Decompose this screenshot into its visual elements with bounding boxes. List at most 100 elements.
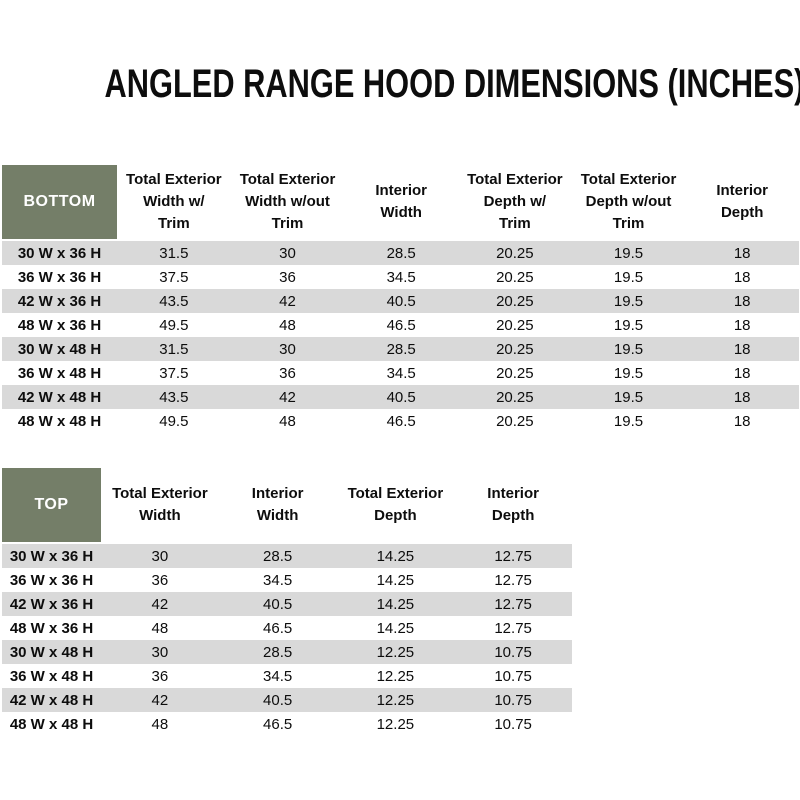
table-row: 48 W x 48 H 48 46.5 12.25 10.75 [2, 712, 572, 736]
dimension-value: 19.5 [613, 268, 644, 286]
row-size-label: 36 W x 36 H [9, 571, 94, 589]
dimension-value: 49.5 [159, 412, 189, 430]
row-size-label: 36 W x 36 H [17, 268, 102, 286]
dimension-value: 42 [279, 292, 296, 310]
dimension-value: 31.5 [159, 340, 189, 358]
dimension-value: 12.75 [494, 571, 532, 589]
dimension-value: 43.5 [159, 292, 189, 310]
row-size-label: 48 W x 36 H [17, 316, 102, 334]
row-size-label: 30 W x 36 H [17, 244, 102, 262]
dimension-value: 18 [733, 340, 751, 358]
dimension-value: 37.5 [159, 364, 189, 382]
column-header-interior-depth: Interior Depth [716, 182, 769, 221]
bottom-table-body: 30 W x 36 H 31.5 30 28.5 20.25 19.5 18 36 W x 3… [2, 241, 799, 433]
table-row: 48 W x 36 H 48 46.5 14.25 12.75 [2, 616, 572, 640]
dimension-value: 20.25 [496, 388, 534, 406]
row-size-label: 42 W x 36 H [9, 595, 94, 613]
top-dimensions-table: TOP Total Exterior Width Interior Width … [2, 468, 572, 736]
row-size-label: 30 W x 48 H [17, 340, 102, 358]
dimension-value: 20.25 [496, 292, 534, 310]
table-row: 30 W x 36 H 31.5 30 28.5 20.25 19.5 18 [2, 241, 799, 265]
column-header-total-exterior-depth-wout-trim: Total Exterior Depth w/out Trim [580, 171, 677, 232]
row-size-label: 30 W x 48 H [9, 643, 94, 661]
column-header-interior-depth: Interior Depth [487, 485, 539, 524]
table-row: 36 W x 36 H 36 34.5 14.25 12.75 [2, 568, 572, 592]
dimension-value: 34.5 [263, 667, 293, 685]
dimension-value: 12.75 [494, 547, 532, 565]
dimension-value: 20.25 [496, 340, 534, 358]
dimension-value: 12.25 [376, 667, 415, 685]
column-header-total-exterior-width-wout-trim: Total Exterior Width w/out Trim [239, 171, 336, 232]
table-row: 42 W x 36 H 42 40.5 14.25 12.75 [2, 592, 572, 616]
column-header-total-exterior-width: Total Exterior Width [112, 485, 208, 524]
dimension-value: 36 [151, 667, 169, 685]
dimension-value: 30 [279, 340, 296, 358]
dimension-value: 20.25 [496, 412, 534, 430]
dimension-value: 48 [151, 715, 169, 733]
dimension-value: 46.5 [386, 412, 416, 430]
page-title: ANGLED RANGE HOOD DIMENSIONS (INCHES) [104, 62, 800, 106]
dimension-value: 18 [733, 388, 751, 406]
dimension-value: 12.75 [494, 595, 532, 613]
table-row: 42 W x 48 H 42 40.5 12.25 10.75 [2, 688, 572, 712]
dimension-value: 31.5 [159, 244, 189, 262]
dimension-value: 20.25 [496, 268, 534, 286]
dimension-value: 48 [151, 619, 169, 637]
column-header-total-exterior-width-w-trim: Total Exterior Width w/ Trim [126, 171, 222, 232]
dimension-value: 20.25 [496, 316, 534, 334]
row-size-label: 48 W x 48 H [17, 412, 102, 430]
dimension-value: 14.25 [376, 619, 415, 637]
row-size-label: 48 W x 36 H [9, 619, 94, 637]
dimension-value: 18 [733, 244, 751, 262]
dimension-value: 18 [733, 316, 751, 334]
dimension-value: 40.5 [263, 595, 293, 613]
dimension-value: 12.25 [376, 715, 415, 733]
dimension-value: 48 [279, 316, 296, 334]
dimension-value: 14.25 [376, 547, 415, 565]
dimension-value: 20.25 [496, 244, 534, 262]
dimension-value: 19.5 [613, 388, 644, 406]
column-header-interior-width: Interior Width [251, 485, 304, 524]
bottom-dimensions-table: BOTTOM Total Exterior Width w/ Trim Tota… [2, 165, 799, 433]
bottom-table-header-row: BOTTOM Total Exterior Width w/ Trim Tota… [2, 165, 799, 239]
row-size-label: 30 W x 36 H [9, 547, 94, 565]
dimension-value: 46.5 [386, 316, 416, 334]
table-row: 42 W x 36 H 43.5 42 40.5 20.25 19.5 18 [2, 289, 799, 313]
dimension-value: 19.5 [613, 244, 644, 262]
table-row: 36 W x 48 H 36 34.5 12.25 10.75 [2, 664, 572, 688]
dimension-value: 34.5 [263, 571, 293, 589]
dimension-value: 30 [151, 547, 169, 565]
top-table-body: 30 W x 36 H 30 28.5 14.25 12.75 36 W x 36 H 36… [2, 544, 572, 736]
table-row: 48 W x 48 H 49.5 48 46.5 20.25 19.5 18 [2, 409, 799, 433]
dimension-value: 42 [151, 595, 169, 613]
dimension-value: 19.5 [613, 316, 644, 334]
table-row: 30 W x 36 H 30 28.5 14.25 12.75 [2, 544, 572, 568]
dimension-value: 40.5 [263, 691, 293, 709]
dimension-value: 18 [733, 268, 751, 286]
dimension-value: 28.5 [386, 244, 416, 262]
dimension-value: 10.75 [494, 691, 532, 709]
dimension-value: 49.5 [159, 316, 189, 334]
table-row: 30 W x 48 H 30 28.5 12.25 10.75 [2, 640, 572, 664]
dimension-value: 14.25 [376, 595, 415, 613]
row-size-label: 36 W x 48 H [9, 667, 94, 685]
title-bar: ANGLED RANGE HOOD DIMENSIONS (INCHES) [0, 62, 800, 107]
dimension-value: 36 [151, 571, 169, 589]
dimension-value: 12.75 [494, 619, 532, 637]
dimension-value: 18 [733, 364, 751, 382]
dimension-value: 37.5 [159, 268, 189, 286]
table-row: 36 W x 48 H 37.5 36 34.5 20.25 19.5 18 [2, 361, 799, 385]
dimension-value: 12.25 [376, 691, 415, 709]
table-row: 48 W x 36 H 49.5 48 46.5 20.25 19.5 18 [2, 313, 799, 337]
dimension-value: 28.5 [386, 340, 416, 358]
column-header-total-exterior-depth: Total Exterior Depth [347, 485, 444, 524]
table-row: 42 W x 48 H 43.5 42 40.5 20.25 19.5 18 [2, 385, 799, 409]
row-size-label: 36 W x 48 H [17, 364, 102, 382]
dimension-value: 28.5 [263, 547, 293, 565]
top-table-label: TOP [2, 468, 101, 542]
row-size-label: 42 W x 48 H [17, 388, 102, 406]
dimension-value: 30 [151, 643, 169, 661]
column-header-total-exterior-depth-w-trim: Total Exterior Depth w/ Trim [467, 171, 563, 232]
dimension-value: 19.5 [613, 292, 644, 310]
